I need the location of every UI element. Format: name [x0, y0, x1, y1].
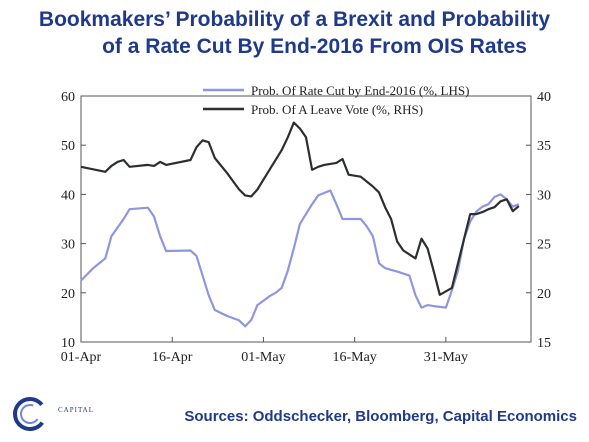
legend-label: Prob. Of A Leave Vote (%, RHS) — [251, 102, 423, 117]
leave-vote-probability-line — [80, 121, 520, 296]
left-axis-tick-label: 40 — [61, 188, 75, 203]
x-axis-tick-label: 16-May — [332, 350, 376, 365]
x-axis-tick-label: 31-May — [424, 350, 468, 365]
x-axis-tick-label: 16-Apr — [152, 350, 193, 365]
logo-mark-icon — [13, 397, 47, 431]
rate-cut-probability-line — [80, 189, 520, 328]
right-axis-tick-label: 15 — [537, 336, 551, 351]
plot-frame — [80, 95, 532, 343]
chart-title: Bookmakers’ Probability of a Brexit and … — [0, 6, 589, 60]
logo-text: CAPITAL — [58, 406, 94, 414]
title-line-1: Bookmakers’ Probability of a Brexit and … — [38, 8, 551, 31]
left-axis-tick-label: 20 — [61, 287, 75, 302]
x-axis-tick-label: 01-Apr — [61, 350, 102, 365]
right-axis-tick-label: 25 — [537, 238, 551, 253]
legend-label: Prob. Of Rate Cut by End-2016 (%, LHS) — [251, 83, 469, 98]
left-axis-tick-label: 30 — [61, 238, 75, 253]
left-axis-tick-label: 50 — [61, 139, 75, 154]
right-axis-tick-label: 40 — [537, 90, 551, 105]
capital-economics-logo: CAPITAL — [12, 396, 122, 432]
right-axis-tick-label: 20 — [537, 287, 551, 302]
left-axis-tick-label: 60 — [61, 90, 75, 105]
right-axis-tick-label: 30 — [537, 188, 551, 203]
x-axis-tick-label: 01-May — [241, 350, 285, 365]
left-axis-tick-label: 10 — [61, 336, 75, 351]
title-line-2: of a Rate Cut By End-2016 From OIS Rates — [102, 35, 527, 58]
right-axis-tick-label: 35 — [537, 139, 551, 154]
sources-note: Sources: Oddschecker, Bloomberg, Capital… — [184, 408, 577, 425]
